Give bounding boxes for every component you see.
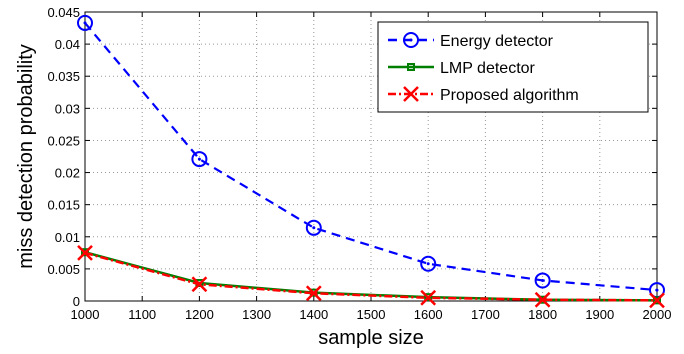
data-point <box>534 291 551 308</box>
legend-label: Energy detector <box>440 33 554 50</box>
data-point-center <box>312 226 316 230</box>
series-group <box>77 14 665 309</box>
data-point <box>305 219 322 236</box>
legend-marker <box>403 32 419 48</box>
legend-marker <box>407 63 415 71</box>
series-line <box>84 251 658 302</box>
series-0 <box>77 14 665 299</box>
x-tick-label: 1700 <box>471 307 500 322</box>
data-point <box>77 244 93 261</box>
legend-label: Proposed algorithm <box>440 87 579 104</box>
y-tick-label: 0.045 <box>47 5 80 20</box>
data-point <box>534 272 551 289</box>
x-tick-label: 1300 <box>242 307 271 322</box>
x-tick-label: 1600 <box>414 307 443 322</box>
y-tick-label: 0.035 <box>47 69 80 84</box>
data-point <box>77 14 93 31</box>
data-point-center <box>541 278 545 282</box>
y-tick-label: 0.015 <box>47 198 80 213</box>
legend: Energy detector LMP detector Proposed algo… <box>377 21 649 113</box>
legend-marker-center <box>409 38 413 42</box>
x-tick-label: 1200 <box>185 307 214 322</box>
data-point-center <box>655 288 659 292</box>
y-tick-label: 0 <box>73 294 80 309</box>
data-point <box>420 255 437 272</box>
legend-label: LMP detector <box>440 60 536 77</box>
x-tick-label: 1800 <box>528 307 557 322</box>
data-point-center <box>426 262 430 266</box>
axes: 1000 1100 1200 1300 1400 1500 1600 1700 1800 1900… <box>47 5 671 322</box>
data-point <box>653 296 661 305</box>
data-point <box>191 276 208 293</box>
y-tick-label: 0.01 <box>55 230 80 245</box>
data-point <box>424 293 433 302</box>
x-tick-label: 1500 <box>357 307 386 322</box>
y-axis-title: miss detection probability <box>15 44 37 269</box>
data-point-center <box>83 21 87 25</box>
data-point <box>305 285 322 302</box>
y-tick-label: 0.04 <box>55 37 80 52</box>
x-tick-label: 2000 <box>643 307 672 322</box>
x-tick-label: 1400 <box>299 307 328 322</box>
y-tick-label: 0.005 <box>47 262 80 277</box>
x-axis-title: sample size <box>318 327 424 349</box>
x-tick-label: 1000 <box>71 307 100 322</box>
y-tick-label: 0.025 <box>47 133 80 148</box>
legend-marker <box>403 86 419 102</box>
series-2 <box>77 244 665 309</box>
data-point <box>420 289 437 306</box>
data-point <box>81 248 89 257</box>
x-tick-label: 1900 <box>585 307 614 322</box>
data-point <box>649 292 665 309</box>
y-tick-label: 0.02 <box>55 166 80 181</box>
x-tick-label: 1100 <box>128 307 156 322</box>
data-point <box>191 151 208 168</box>
y-tick-label: 0.03 <box>55 101 80 116</box>
data-point-center <box>197 157 201 161</box>
